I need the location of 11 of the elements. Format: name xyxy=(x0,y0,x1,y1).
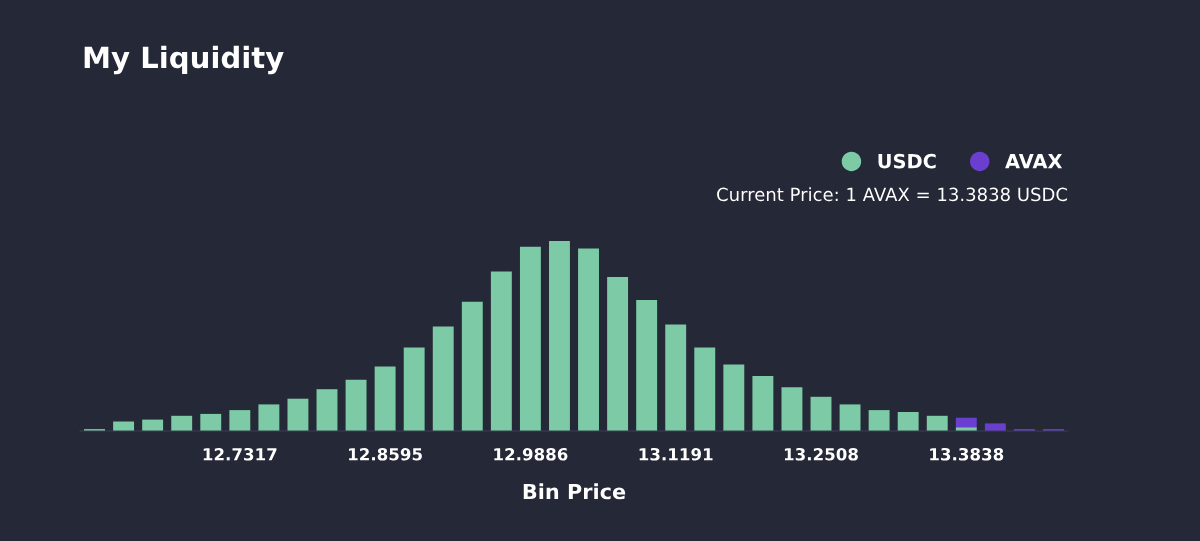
x-axis-title: Bin Price xyxy=(523,483,626,500)
x-tick-label: 12.8595 xyxy=(349,447,422,461)
x-tick-label: 13.1191 xyxy=(639,447,713,461)
x-tick-label: 13.2508 xyxy=(784,447,858,461)
x-tick-label: 13.3838 xyxy=(930,447,1004,461)
x-tick-label: 12.7317 xyxy=(203,447,277,461)
text: Current Price: 1 AVAX = 13.3838 USDC xyxy=(717,187,1068,202)
legend-label: USDC xyxy=(878,153,936,169)
legend-label: AVAX xyxy=(1005,154,1063,169)
x-tick-label: 12.9886 xyxy=(494,447,568,461)
chart-title: My Liquidity xyxy=(84,45,284,75)
